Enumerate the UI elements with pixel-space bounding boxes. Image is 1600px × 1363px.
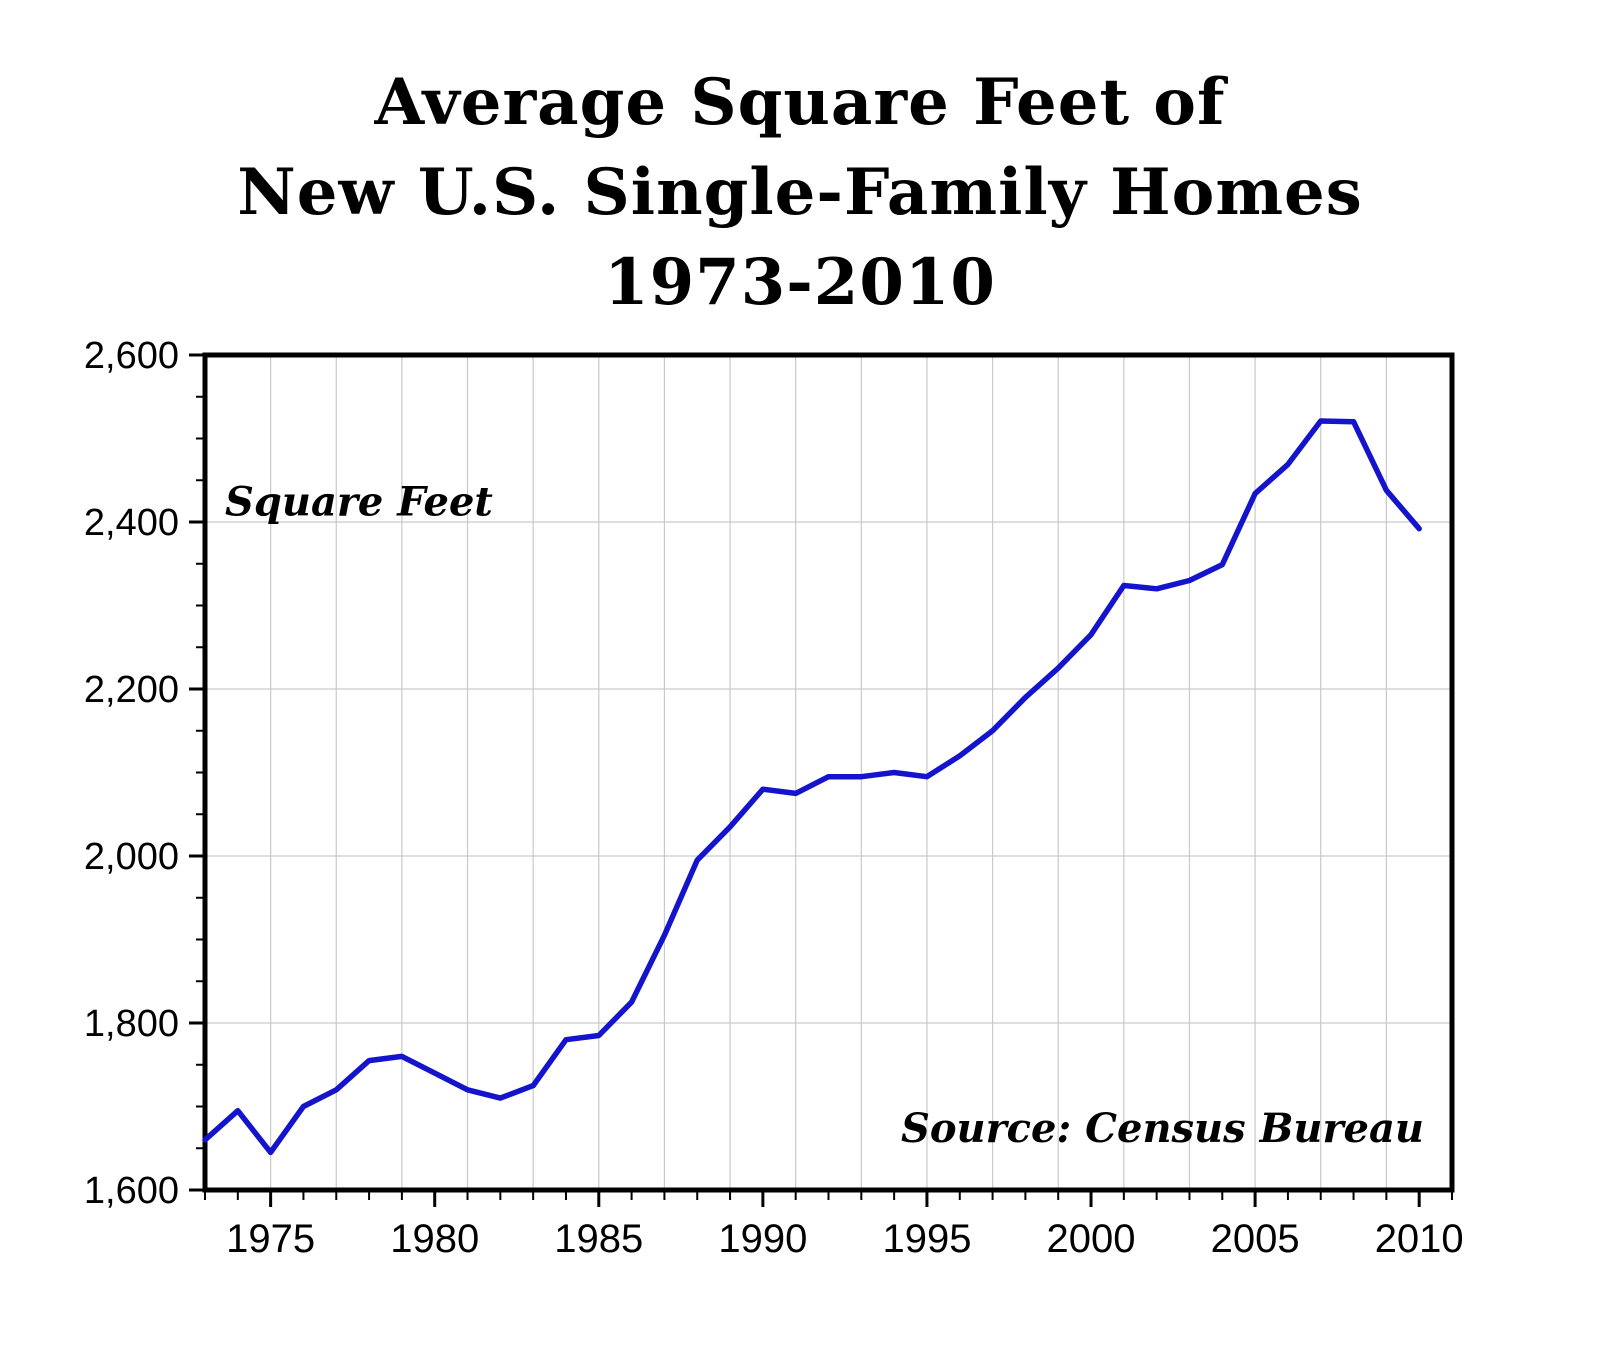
source-annotation: Source: Census Bureau: [901, 1105, 1424, 1152]
plot-background: [205, 355, 1452, 1190]
chart-title-line-2: New U.S. Single-Family Homes: [237, 155, 1363, 230]
y-axis-label: 1,600: [84, 1170, 179, 1212]
x-axis-label: 1990: [718, 1217, 807, 1261]
x-axis-label: 2005: [1211, 1217, 1300, 1261]
x-axis-label: 2010: [1375, 1217, 1464, 1261]
y-axis-label: 2,200: [84, 669, 179, 711]
chart-title: Average Square Feet of New U.S. Single-F…: [0, 58, 1600, 328]
x-axis-label: 1995: [882, 1217, 971, 1261]
chart-svg: 1,600 1,800 2,000 2,200 2,400 2,600 1975 1980 19…: [84, 340, 1464, 1261]
chart-area: 1,600 1,800 2,000 2,200 2,400 2,600 1975 1980 19…: [0, 340, 1600, 1363]
x-axis-label: 2000: [1047, 1217, 1136, 1261]
y-axis-label: 1,800: [84, 1003, 179, 1045]
plot-border: [202, 352, 1455, 1193]
x-axis-label: 1975: [226, 1217, 315, 1261]
x-axis-label: 1985: [554, 1217, 643, 1261]
y-axis-label: 2,600: [84, 340, 179, 377]
y-axis-unit-annotation: Square Feet: [225, 478, 493, 525]
data-line-series: [202, 418, 1422, 1156]
chart-title-line-3: 1973-2010: [604, 245, 996, 320]
x-axis-label: 1980: [390, 1217, 479, 1261]
chart-title-line-1: Average Square Feet of: [374, 65, 1226, 140]
y-axis-label: 2,000: [84, 836, 179, 878]
y-axis-label: 2,400: [84, 502, 179, 544]
